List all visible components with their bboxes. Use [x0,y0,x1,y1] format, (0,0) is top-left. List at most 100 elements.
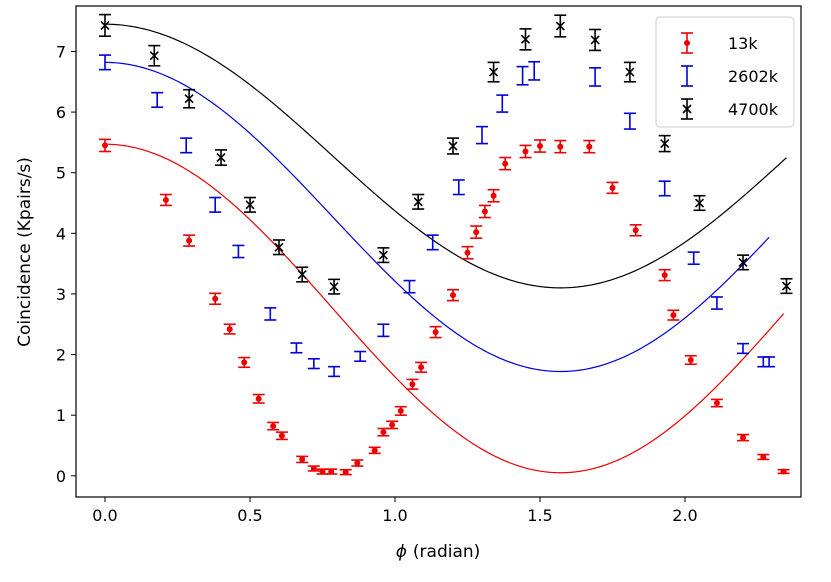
point-marker [274,242,284,252]
data-points [99,13,793,476]
data-point [406,378,419,390]
point-marker [713,400,720,407]
point-marker [448,141,458,151]
point-marker [661,272,668,279]
point-marker [149,51,159,61]
legend-item-2602k: 2602k [681,65,779,87]
point-marker [670,312,677,319]
point-marker [278,432,285,439]
point-marker [590,35,600,45]
point-marker [245,200,255,210]
data-point [325,468,338,475]
data-point [554,14,567,38]
data-point [386,420,399,430]
data-point [307,357,320,370]
data-point [496,94,509,113]
point-marker [520,34,531,44]
point-marker [450,292,456,299]
fit-curve-2602k [104,61,770,373]
legend-label: 4700k [728,100,779,119]
data-point [487,61,500,83]
data-point [296,266,309,283]
data-point [377,427,390,437]
legend-label: 13k [728,34,758,53]
point-marker [781,281,792,291]
point-marker [738,257,748,267]
data-point [273,239,285,256]
point-marker [241,359,248,366]
point-marker [378,250,388,260]
point-marker [162,196,169,203]
point-marker [409,381,416,388]
y-axis-label: Coincidence (Kpairs/s) [15,157,35,347]
point-marker [342,469,349,476]
data-point [583,139,596,154]
point-marker [216,152,226,163]
point-marker [473,229,480,236]
x-tick-label: 2.0 [672,506,697,525]
data-point [244,196,256,213]
data-point [159,193,172,207]
data-point [148,44,161,67]
data-point [737,342,749,355]
data-point [394,405,407,416]
data-point [275,431,288,441]
data-point [757,453,770,461]
point-marker [397,407,404,414]
data-point [528,60,541,81]
data-point [737,433,749,442]
data-point [452,179,465,196]
data-point [658,134,671,153]
point-marker [297,269,307,280]
point-marker [464,249,471,256]
y-tick-label: 3 [56,285,66,304]
fit-curves [104,23,787,474]
data-point [339,468,352,476]
point-marker [586,143,593,150]
point-marker [522,148,529,155]
point-marker [319,468,326,475]
legend-item-4700k: 4700k [681,98,779,120]
point-marker [660,139,670,149]
y-tick-label: 5 [56,164,66,183]
x-axis-label: ϕ (radian) [396,542,481,562]
data-point [354,350,367,363]
data-point [264,307,277,321]
point-marker [102,142,108,149]
data-point [180,137,193,154]
data-point [377,323,390,338]
y-tick-label: 4 [56,224,66,243]
data-point [290,342,303,354]
point-marker [184,94,194,104]
data-point [623,61,636,83]
point-marker [328,468,335,475]
x-axis-label-unit: (radian) [413,542,480,562]
point-marker [760,453,767,460]
data-point [252,393,265,404]
data-point [328,365,341,378]
point-marker [740,434,746,441]
point-marker [780,468,787,475]
point-marker [354,460,361,467]
y-tick-label: 1 [56,406,66,425]
data-point [415,361,428,373]
point-marker [389,421,396,428]
series-13k [99,138,790,476]
data-point [499,156,512,171]
data-point [737,254,749,271]
data-point [658,268,671,282]
fit-curve-4700k [104,23,787,289]
data-point [777,468,790,475]
data-point [99,13,111,38]
y-tick-label: 2 [56,346,66,365]
data-point [606,181,619,195]
data-point [687,251,700,266]
data-point [763,356,776,368]
x-axis: 0.0 0.5 1.0 1.5 2.0 [92,497,698,525]
point-marker [489,67,499,77]
y-tick-label: 0 [56,467,66,486]
data-point [209,292,222,306]
fit-curve-13k [104,143,785,474]
data-point [447,137,459,155]
